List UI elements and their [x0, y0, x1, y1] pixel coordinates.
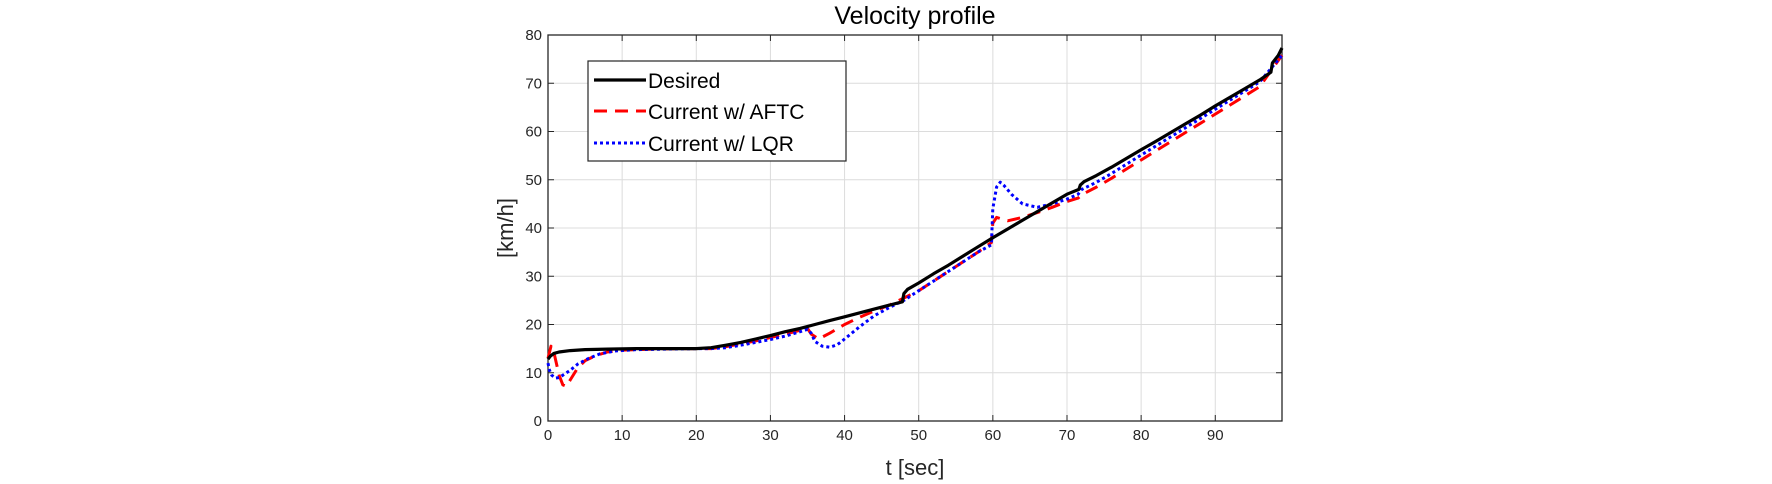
legend: Desired Current w/ AFTC Current w/ LQR [587, 60, 847, 162]
x-tick-label: 70 [1059, 427, 1076, 444]
y-tick-label: 0 [534, 413, 542, 430]
series-layer [546, 47, 1284, 388]
legend-label-desired: Desired [648, 70, 720, 93]
x-tick-label: 50 [910, 427, 927, 444]
y-tick-label: 80 [525, 27, 542, 44]
chart-title: Velocity profile [834, 2, 995, 30]
x-tick-label: 60 [985, 427, 1002, 444]
y-tick-label: 10 [525, 365, 542, 382]
legend-label-lqr: Current w/ LQR [648, 133, 794, 156]
x-tick-label: 40 [836, 427, 853, 444]
y-tick-label: 40 [525, 220, 542, 237]
y-axis-label: [km/h] [493, 198, 518, 258]
x-tick-label: 30 [762, 427, 779, 444]
series-line-lqr [546, 54, 1284, 380]
x-tick-label: 80 [1133, 427, 1150, 444]
series-line-desired [546, 47, 1284, 361]
y-tick-label: 30 [525, 268, 542, 285]
x-tick-label: 10 [614, 427, 631, 444]
y-tick-label: 50 [525, 172, 542, 189]
x-tick-label: 20 [688, 427, 705, 444]
y-tick-label: 20 [525, 317, 542, 334]
y-tick-label: 70 [525, 75, 542, 92]
legend-label-aftc: Current w/ AFTC [648, 101, 804, 124]
x-axis-label: t [sec] [886, 455, 945, 480]
ticks-layer: 0 10 20 30 40 50 60 70 80 90 0 10 20 30 40 50 60 70 80 [525, 27, 1282, 444]
y-tick-label: 60 [525, 124, 542, 141]
x-tick-label: 90 [1207, 427, 1224, 444]
x-tick-label: 0 [544, 427, 552, 444]
